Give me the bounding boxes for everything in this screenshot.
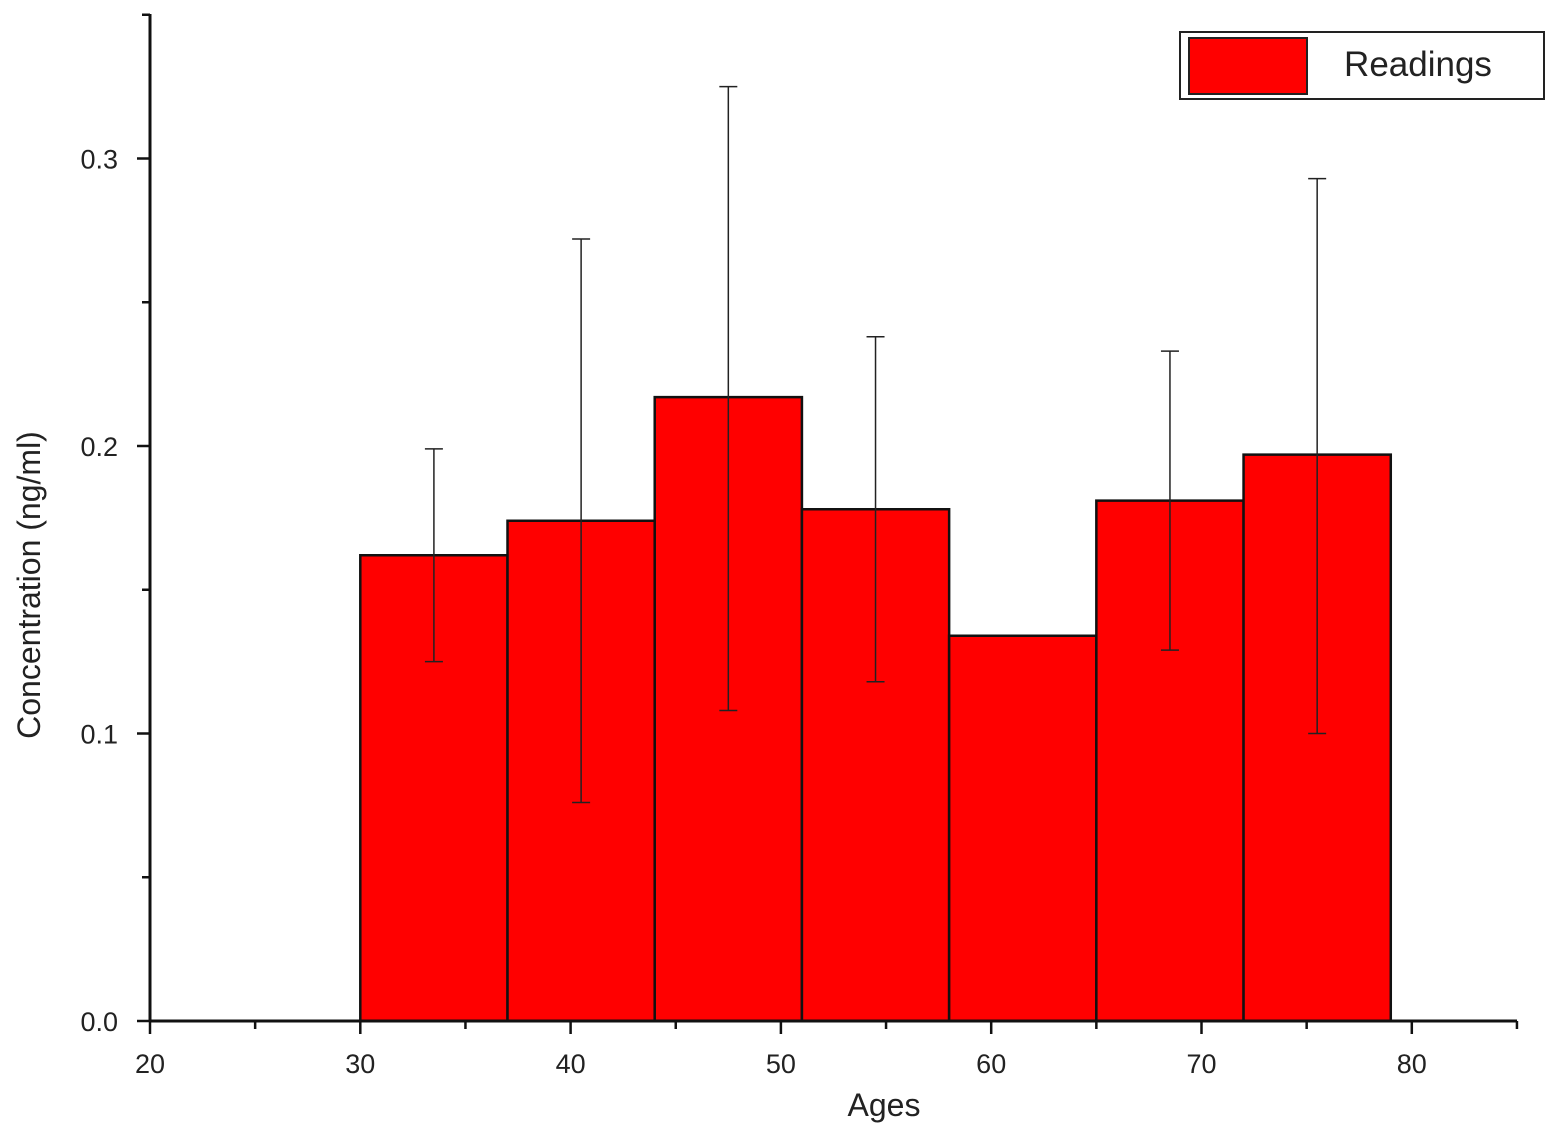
y-axis-title: Concentration (ng/ml) — [11, 431, 47, 739]
y-tick-label-1: 0.1 — [80, 720, 118, 750]
y-tick-label-0: 0.0 — [80, 1007, 118, 1037]
x-tick-label-5: 70 — [1186, 1049, 1216, 1079]
x-tick-label-3: 50 — [766, 1049, 796, 1079]
error-bar-1 — [572, 238, 591, 804]
y-tick-label-2: 0.2 — [80, 432, 118, 462]
legend-swatch-readings — [1188, 37, 1308, 95]
legend-label-readings: Readings — [1344, 45, 1492, 84]
bar-4 — [947, 634, 1098, 1023]
x-tick-label-6: 80 — [1397, 1049, 1427, 1079]
error-bars-layer — [424, 85, 1327, 804]
legend: Readings — [1179, 31, 1545, 100]
error-bar-0 — [424, 448, 443, 663]
error-bar-2 — [719, 85, 738, 712]
x-tick-label-4: 60 — [976, 1049, 1006, 1079]
ticks-layer: 20 30 40 50 60 70 80 0.0 0.1 0.2 0.3 — [80, 13, 1519, 1079]
x-tick-label-1: 30 — [345, 1049, 375, 1079]
x-axis-title: Ages — [848, 1087, 921, 1123]
y-tick-label-3: 0.3 — [80, 145, 118, 175]
error-bar-6 — [1308, 177, 1327, 735]
x-tick-label-0: 20 — [135, 1049, 165, 1079]
axes-layer — [148, 14, 1517, 1023]
x-tick-label-2: 40 — [556, 1049, 586, 1079]
error-bar-5 — [1160, 350, 1179, 651]
error-bar-3 — [866, 336, 885, 683]
